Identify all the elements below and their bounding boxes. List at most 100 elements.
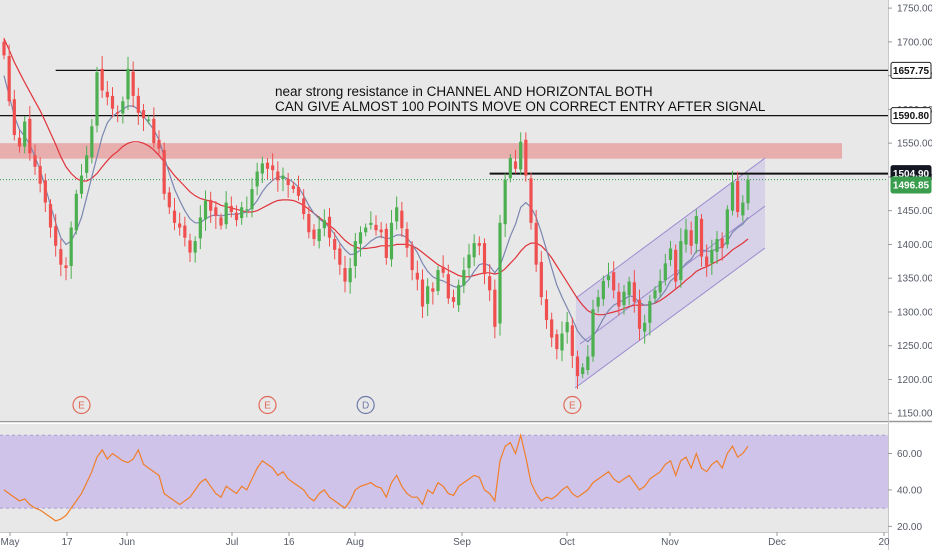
candle-118 (612, 261, 616, 299)
candle-59 (307, 206, 311, 239)
time-axis[interactable]: May 17 Jun Jul 16 Aug Sep Oct Nov Dec 20 (1, 532, 890, 548)
candle-77 (400, 201, 404, 238)
candle-135 (699, 214, 704, 267)
time-tick-label: Aug (346, 537, 364, 548)
resistance-zone[interactable] (0, 143, 842, 159)
candle-19 (100, 56, 104, 98)
candle-110 (570, 317, 574, 369)
candle-139 (720, 232, 724, 261)
candle-89 (462, 257, 466, 294)
candle-142 (736, 171, 740, 218)
candle-88 (457, 279, 461, 312)
candle-40 (209, 191, 213, 223)
event-label: E (569, 401, 576, 412)
candle-73 (379, 222, 383, 239)
candle-53 (276, 161, 280, 192)
candle-138 (715, 230, 719, 265)
candle-42 (219, 213, 223, 230)
candle-121 (627, 276, 631, 306)
candle-26 (136, 87, 140, 125)
candle-33 (172, 197, 177, 231)
candle-84 (436, 266, 440, 296)
candle-54 (281, 167, 285, 192)
candle-143 (741, 195, 745, 222)
candle-45 (234, 205, 239, 227)
candle-124 (643, 314, 647, 344)
candle-3 (17, 130, 22, 153)
price-tick-label: 1700.00 (897, 37, 932, 48)
event-marker-2[interactable]: D (356, 395, 375, 415)
time-tick-label: Jun (119, 537, 135, 548)
candle-29 (152, 107, 156, 148)
price-tick-label: 1350.00 (897, 274, 932, 285)
candle-14 (74, 189, 78, 235)
candle-31 (162, 142, 166, 200)
candle-132 (684, 218, 688, 253)
candle-117 (606, 262, 611, 288)
candle-38 (198, 205, 202, 250)
candle-41 (214, 201, 218, 229)
candle-144 (746, 174, 750, 210)
price-tag-green: 1496.85 (890, 176, 932, 194)
channel-lower-line[interactable] (574, 247, 766, 389)
candle-76 (395, 196, 399, 230)
candle-140 (725, 205, 729, 249)
candle-72 (374, 215, 378, 236)
candle-68 (353, 232, 357, 279)
candle-90 (467, 243, 471, 277)
candle-94 (488, 264, 492, 302)
candle-96 (498, 214, 502, 336)
candle-17 (90, 118, 94, 164)
candle-100 (519, 132, 523, 175)
candle-36 (188, 233, 192, 262)
candle-70 (364, 223, 368, 237)
candle-44 (229, 196, 233, 218)
event-marker-0[interactable]: E (72, 395, 91, 415)
candle-113 (586, 345, 590, 375)
candle-74 (384, 223, 388, 265)
candle-69 (358, 226, 363, 257)
price-tick-label: 1550.00 (897, 139, 932, 150)
rsi-tick-label: 40.00 (897, 485, 922, 496)
channel-middle-line[interactable] (579, 205, 766, 345)
channel-upper-line[interactable] (575, 157, 766, 299)
horizontal-levels (0, 69, 888, 181)
candle-115 (596, 289, 600, 313)
candle-109 (565, 311, 569, 344)
candle-102 (529, 172, 533, 230)
candle-123 (637, 289, 642, 341)
rsi-axis: 60.00 40.00 20.00 (888, 449, 922, 533)
candle-134 (694, 209, 698, 254)
rsi-tick-label: 20.00 (897, 522, 922, 533)
candle-28 (147, 115, 151, 125)
candle-8 (43, 173, 47, 213)
candle-49 (255, 162, 259, 196)
rsi-tick-label: 60.00 (897, 449, 922, 460)
price-tag-label: 1590.80 (893, 111, 930, 122)
candle-9 (48, 199, 53, 238)
price-tag-label: 1657.75 (893, 66, 930, 77)
candle-95 (493, 279, 497, 339)
rising-channel[interactable] (574, 157, 766, 389)
candle-5 (28, 106, 32, 161)
candle-105 (544, 290, 549, 329)
price-tick-label: 1300.00 (897, 307, 932, 318)
time-tick-label: Sep (453, 537, 471, 548)
candle-129 (668, 241, 673, 267)
price-tick-label: 1750.00 (897, 4, 932, 15)
candle-83 (431, 282, 435, 305)
candle-13 (69, 221, 73, 279)
candle-130 (674, 244, 678, 289)
event-marker-1[interactable]: E (258, 395, 277, 415)
candle-6 (33, 144, 37, 175)
time-tick-label: Jul (226, 537, 239, 548)
candle-79 (410, 241, 414, 281)
candle-52 (271, 153, 275, 181)
candle-23 (121, 96, 125, 124)
candle-24 (126, 56, 130, 111)
event-marker-3[interactable]: E (563, 395, 582, 415)
time-tick-label: May (1, 537, 20, 548)
event-label: E (264, 401, 271, 412)
